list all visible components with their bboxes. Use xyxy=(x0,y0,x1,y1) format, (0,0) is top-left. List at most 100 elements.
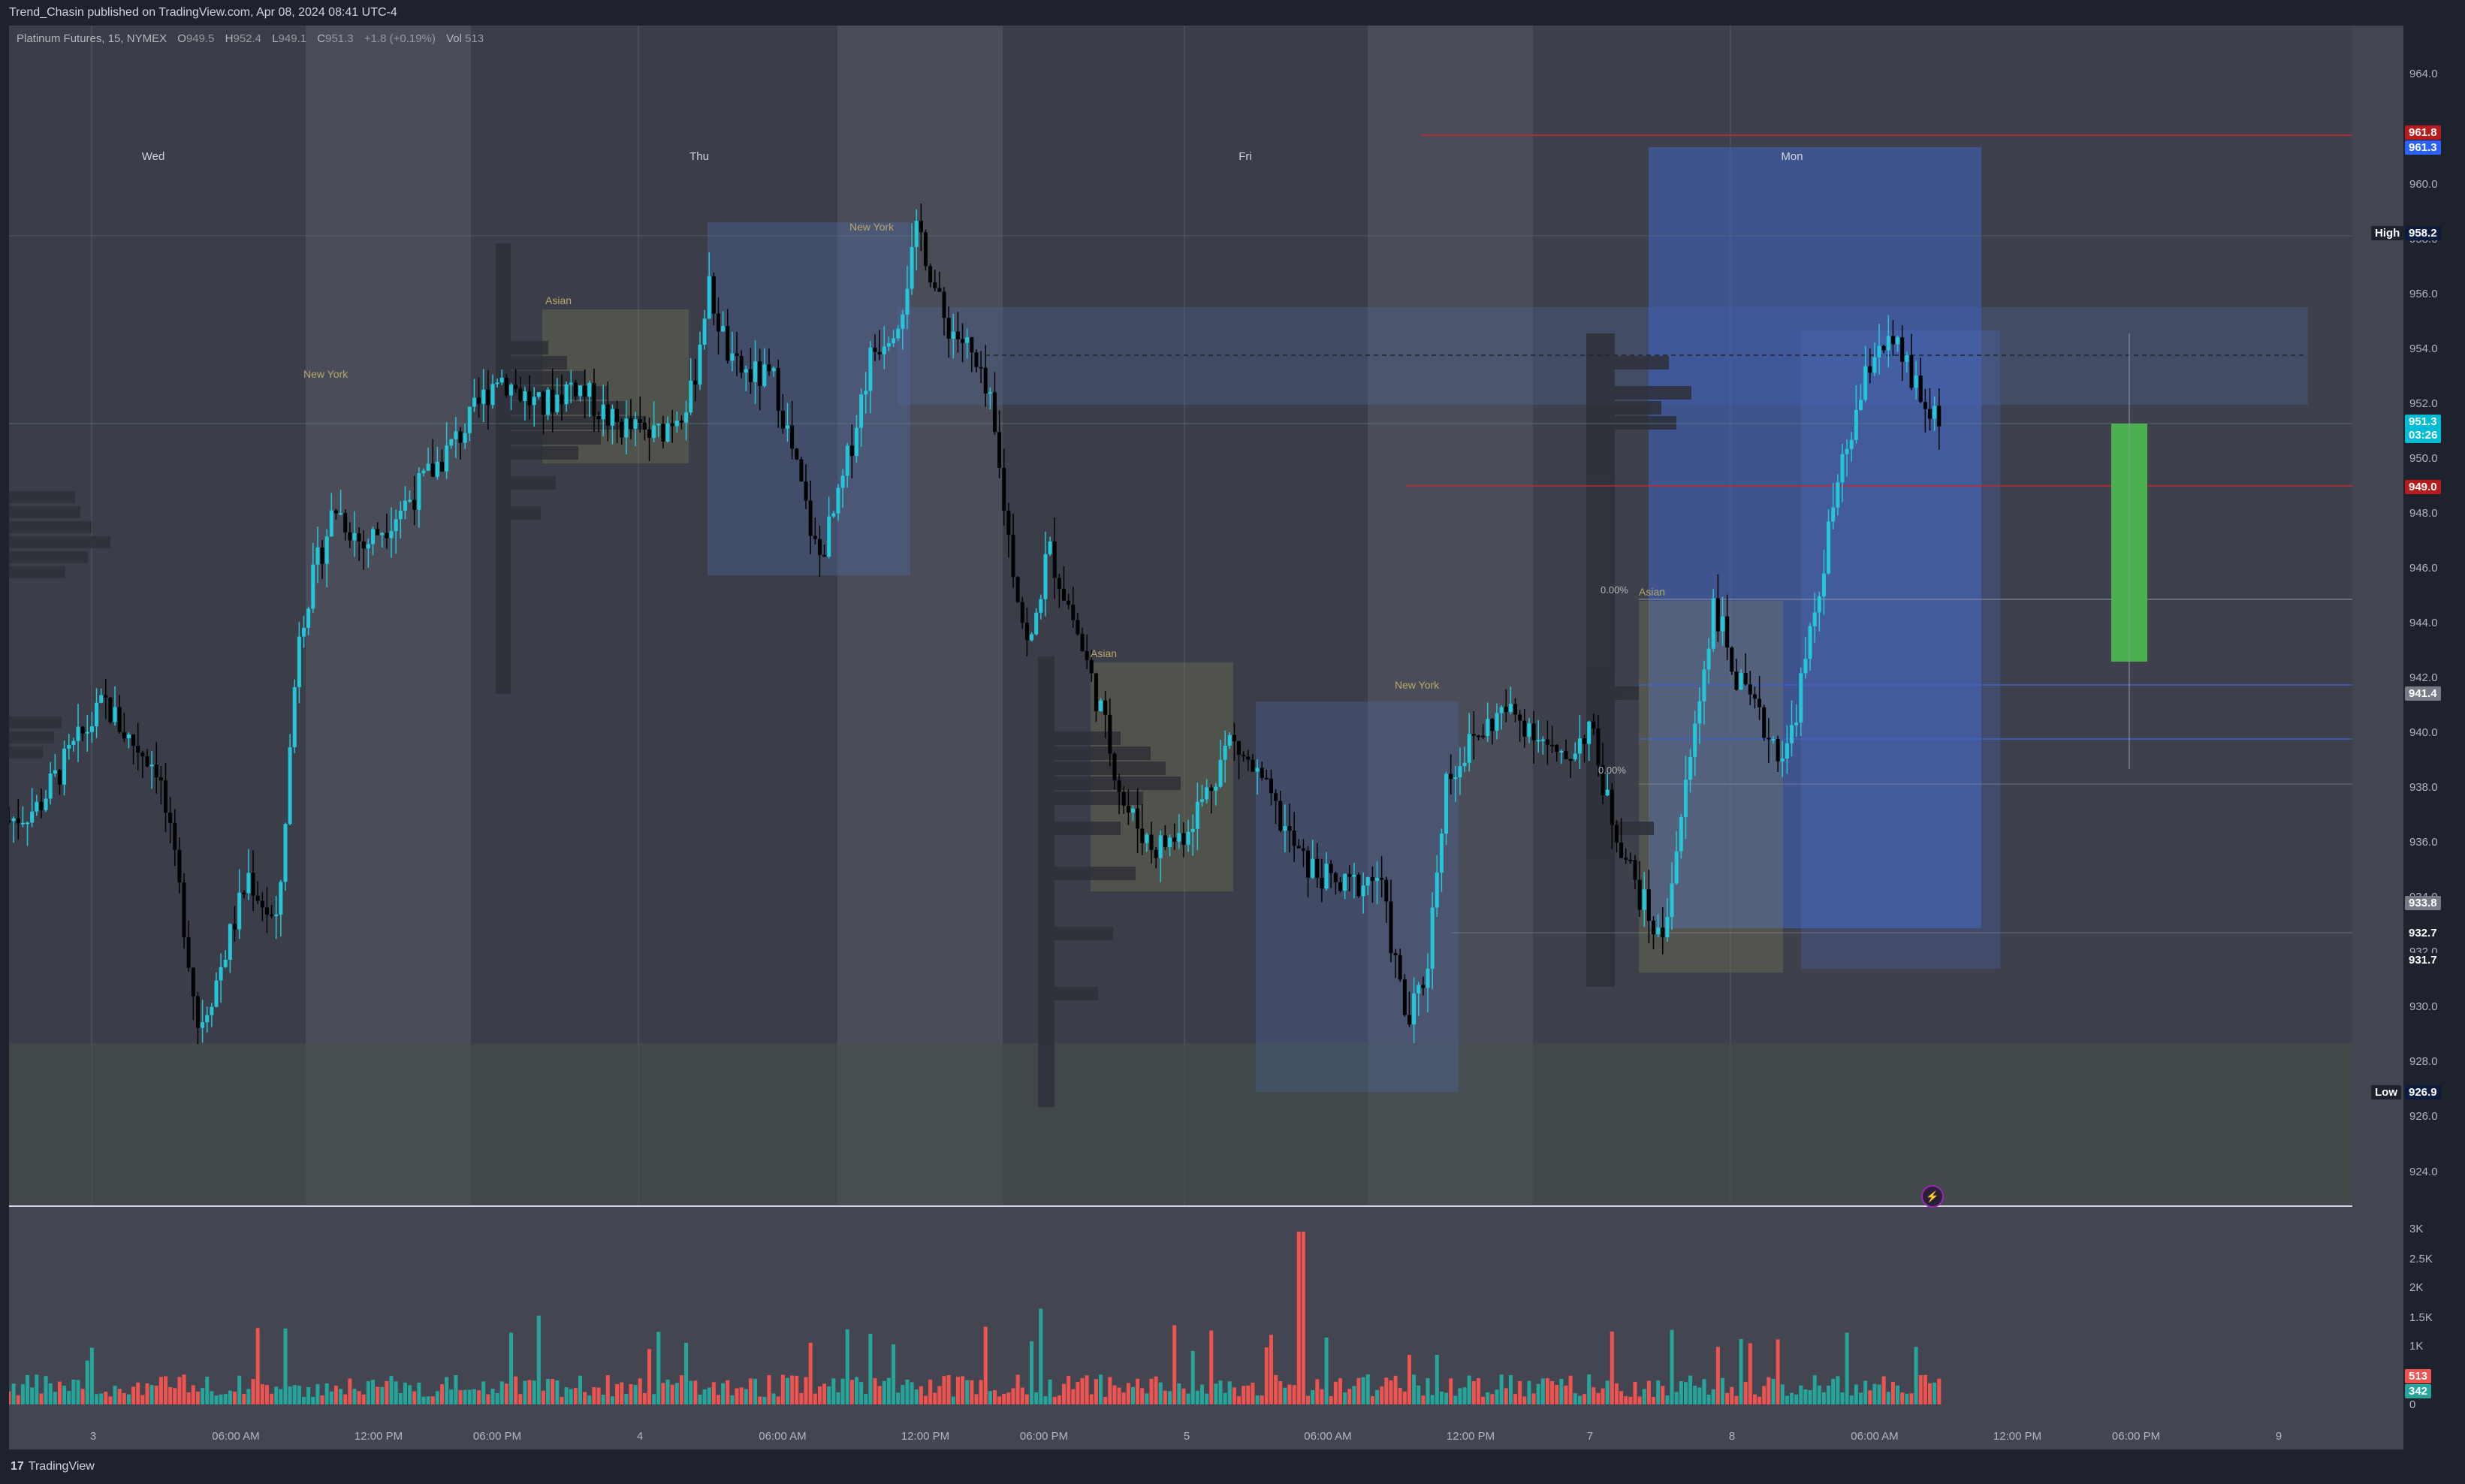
candle-body xyxy=(1508,704,1513,712)
candle-body xyxy=(237,892,242,930)
candle-body xyxy=(822,554,827,557)
candle-body xyxy=(1130,808,1135,813)
candle-body xyxy=(1674,851,1679,884)
candle-body xyxy=(1126,805,1130,813)
candle-body xyxy=(748,369,753,382)
volume-bar xyxy=(536,1315,541,1404)
volume-bar xyxy=(1794,1394,1799,1404)
candle-body xyxy=(1462,762,1467,767)
candle-body xyxy=(504,378,508,396)
chart-canvas[interactable] xyxy=(9,26,2403,1449)
volume-pane xyxy=(9,1208,2403,1449)
volume-bar xyxy=(831,1378,836,1404)
candle-body xyxy=(886,343,891,347)
candle-body xyxy=(864,391,868,395)
price-tick: 942.0 xyxy=(2409,671,2438,684)
candle-body xyxy=(1555,744,1559,752)
volume-bar xyxy=(1389,1380,1393,1404)
candle-body xyxy=(624,418,629,438)
price-tick: 954.0 xyxy=(2409,342,2438,355)
volume-bar xyxy=(886,1377,891,1404)
candle-body xyxy=(877,351,882,354)
volume-bar xyxy=(652,1394,656,1404)
volume-bar xyxy=(1020,1387,1024,1404)
volume-bar xyxy=(965,1380,970,1404)
volume-bar xyxy=(1103,1396,1108,1404)
candle-body xyxy=(255,895,260,901)
candle-body xyxy=(283,824,288,882)
volume-bar xyxy=(1614,1383,1619,1404)
session-band xyxy=(1368,26,1533,1205)
low-tag-value: 926.9 xyxy=(2405,1085,2441,1099)
candle-body xyxy=(205,1015,210,1023)
candle-body xyxy=(1140,828,1145,843)
volume-bar xyxy=(1905,1393,1909,1404)
volume-bar xyxy=(633,1384,638,1404)
candle-body xyxy=(1458,766,1462,777)
volume-bar xyxy=(951,1396,955,1404)
candle-body xyxy=(1499,707,1504,713)
volume-bar xyxy=(1881,1376,1886,1404)
candle-body xyxy=(1223,745,1227,760)
candle-body xyxy=(716,313,720,332)
volume-bar xyxy=(343,1394,348,1404)
volume-bar xyxy=(1555,1384,1559,1404)
volume-bar xyxy=(813,1393,817,1404)
candle-body xyxy=(173,822,177,850)
volume-bar xyxy=(532,1380,536,1404)
candle-body xyxy=(1020,602,1024,623)
volume-bar xyxy=(624,1393,629,1404)
volume-bar xyxy=(854,1377,858,1404)
volume-bar xyxy=(1412,1374,1417,1404)
price-tick: 964.0 xyxy=(2409,68,2438,80)
volume-bar xyxy=(371,1380,376,1404)
price-tick: 948.0 xyxy=(2409,507,2438,520)
candle-body xyxy=(1145,834,1149,843)
candle-body xyxy=(1287,825,1292,831)
volume-bar xyxy=(1260,1395,1264,1404)
candle-body xyxy=(1117,780,1121,792)
volume-bar xyxy=(1573,1393,1577,1404)
candle-body xyxy=(1011,535,1015,578)
profile-bar xyxy=(496,243,511,694)
candle-body xyxy=(1154,849,1158,858)
volume-bar xyxy=(1845,1332,1849,1404)
lightning-icon[interactable]: ⚡ xyxy=(1921,1185,1944,1208)
volume-bar xyxy=(1665,1395,1670,1404)
volume-bar xyxy=(1417,1385,1421,1404)
candle-body xyxy=(955,331,960,339)
volume-bar xyxy=(1688,1375,1693,1404)
volume-bar xyxy=(1190,1350,1195,1404)
candle-body xyxy=(67,744,71,749)
volume-bar xyxy=(1361,1377,1365,1404)
candle-body xyxy=(1495,713,1499,731)
volume-bar xyxy=(1836,1376,1840,1404)
volume-bar xyxy=(11,1383,16,1404)
profile-bar xyxy=(496,371,586,385)
volume-bar xyxy=(527,1380,532,1404)
volume-bar xyxy=(1080,1377,1085,1404)
volume-bar xyxy=(1163,1390,1167,1404)
demand-zone xyxy=(9,1043,2352,1205)
profile-bar xyxy=(9,731,54,744)
candle-body xyxy=(698,344,702,385)
session-band xyxy=(837,26,1003,1205)
volume-bar xyxy=(689,1380,693,1404)
volume-bar xyxy=(569,1389,573,1404)
volume-tick: 3K xyxy=(2409,1223,2424,1235)
candle-body xyxy=(1136,808,1140,829)
candle-body xyxy=(795,448,799,460)
volume-bar xyxy=(1545,1378,1549,1404)
candle-body xyxy=(1195,801,1199,829)
candle-body xyxy=(1706,648,1711,670)
candle-body xyxy=(1577,738,1582,754)
volume-bar xyxy=(1932,1382,1937,1404)
volume-bar xyxy=(845,1329,849,1404)
volume-bar xyxy=(1246,1385,1251,1404)
candle-body xyxy=(1283,825,1287,831)
volume-bar xyxy=(62,1386,67,1404)
candle-body xyxy=(1679,817,1683,852)
time-tick: 06:00 AM xyxy=(1851,1430,1899,1443)
volume-bar xyxy=(1264,1347,1269,1404)
candle-body xyxy=(1863,366,1868,400)
